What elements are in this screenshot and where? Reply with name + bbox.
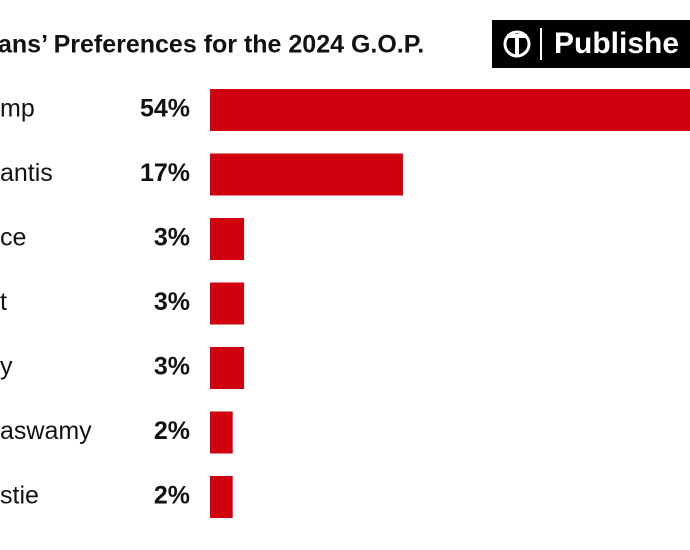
category-label: aswamy	[0, 417, 92, 445]
value-label: 2%	[154, 482, 190, 510]
category-label: antis	[0, 159, 53, 187]
bar	[210, 89, 690, 131]
bar	[210, 476, 233, 518]
chart-title: ans’ Preferences for the 2024 G.O.P.	[0, 31, 424, 59]
value-label: 3%	[154, 224, 190, 252]
bar	[210, 153, 403, 196]
bar	[210, 347, 245, 389]
category-label: ce	[0, 224, 26, 252]
badge-background	[492, 20, 690, 68]
nyt-logo	[503, 30, 531, 58]
value-label: 3%	[154, 353, 190, 381]
category-label: y	[0, 353, 13, 381]
value-label: 3%	[154, 288, 190, 316]
badge-text: Publishe	[554, 27, 679, 60]
value-label: 17%	[140, 159, 190, 187]
bar	[210, 282, 245, 325]
value-label: 2%	[154, 417, 190, 445]
category-label: stie	[0, 482, 39, 510]
category-label: mp	[0, 95, 35, 123]
category-label: t	[0, 288, 7, 316]
publisher-badge: Publishe	[492, 20, 690, 68]
bar	[210, 218, 245, 260]
value-label: 54%	[140, 95, 190, 123]
bar	[210, 411, 233, 454]
